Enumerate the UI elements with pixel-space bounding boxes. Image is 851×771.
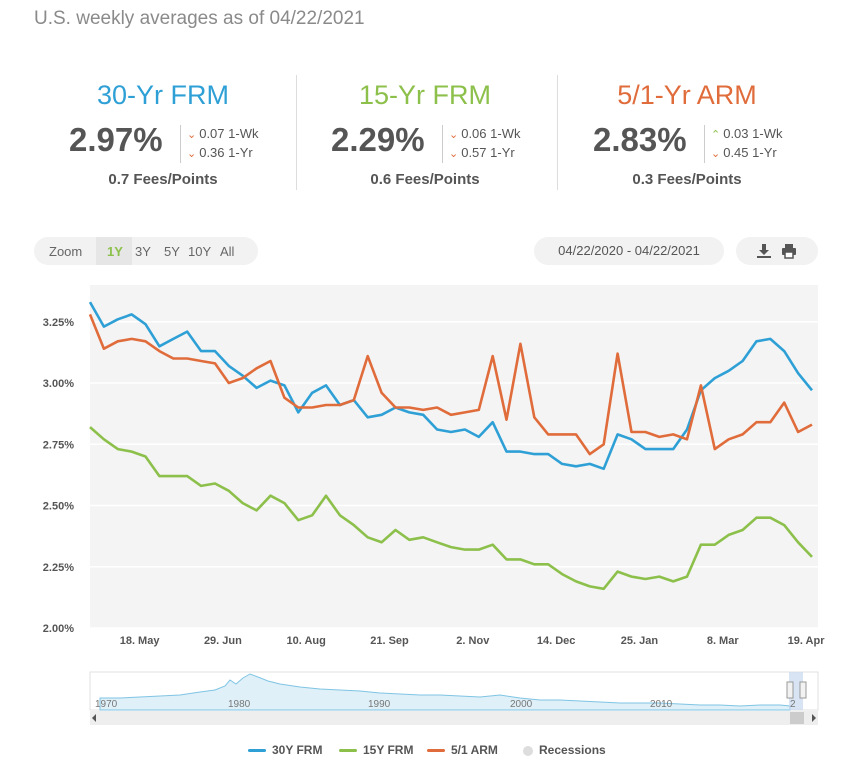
stat-changes: ⌃ 0.03 1-Wk ⌄ 0.45 1-Yr	[704, 125, 782, 163]
y-tick-label: 3.00%	[43, 378, 74, 390]
navigator-scrollbar[interactable]	[90, 711, 818, 725]
stat-week-change: 0.06 1-Wk	[461, 126, 521, 141]
navigator-year-label: 2010	[650, 699, 673, 710]
stat-arm: 5/1-Yr ARM 2.83% ⌃ 0.03 1-Wk ⌄ 0.45 1-Yr 0…	[557, 75, 817, 190]
download-icon[interactable]	[756, 243, 772, 259]
navigator-year-label: 2	[790, 699, 796, 710]
rates-line-chart: 2.00% 2.25% 2.50% 2.75% 3.00% 3.25% 18. May 29…	[43, 285, 825, 647]
y-tick-label: 2.00%	[43, 623, 74, 635]
stat-name: 15-Yr FRM	[358, 80, 491, 110]
zoom-1y-button[interactable]: 1Y	[107, 244, 123, 259]
legend-swatch	[523, 745, 533, 756]
stat-30yr: 30-Yr FRM 2.97% ⌄ 0.07 1-Wk ⌄ 0.36 1-Yr 0.…	[33, 75, 293, 190]
navigator-handle-left[interactable]	[786, 681, 794, 699]
y-axis: 2.00% 2.25% 2.50% 2.75% 3.00% 3.25%	[43, 317, 74, 635]
navigator-year-label: 2000	[510, 699, 533, 710]
x-tick-label: 14. Dec	[537, 635, 576, 647]
divider	[296, 75, 297, 190]
navigator-year-label: 1980	[228, 699, 251, 710]
up-arrow-icon: ⌃	[711, 129, 721, 141]
stat-rate: 2.83%	[593, 121, 687, 158]
legend-item-30y[interactable]: 30Y FRM	[248, 740, 322, 760]
x-tick-label: 29. Jun	[204, 635, 242, 647]
y-tick-label: 2.50%	[43, 501, 74, 513]
gridlines	[90, 321, 818, 629]
x-tick-label: 25. Jan	[621, 635, 659, 647]
down-arrow-icon: ⌄	[187, 129, 197, 141]
scrollbar-thumb[interactable]	[790, 712, 804, 724]
legend-label: 5/1 ARM	[451, 743, 498, 757]
date-range-picker[interactable]: 04/22/2020 - 04/22/2021	[534, 237, 724, 265]
zoom-selected-highlight	[96, 237, 132, 265]
stat-year-change: 0.45 1-Yr	[723, 145, 777, 160]
stat-name: 5/1-Yr ARM	[617, 80, 757, 110]
zoom-3y-button[interactable]: 3Y	[135, 244, 151, 259]
stat-year-change: 0.36 1-Yr	[199, 145, 253, 160]
legend-label: 15Y FRM	[363, 743, 414, 757]
legend-swatch	[427, 749, 445, 753]
zoom-5y-button[interactable]: 5Y	[164, 244, 180, 259]
legend-item-recessions[interactable]: Recessions	[523, 740, 606, 760]
plot-background	[90, 285, 818, 628]
legend-label: 30Y FRM	[272, 743, 323, 757]
legend-swatch	[248, 749, 266, 753]
series-line-15y-frm[interactable]	[89, 426, 813, 591]
x-tick-label: 8. Mar	[707, 635, 740, 647]
zoom-10y-button[interactable]: 10Y	[188, 244, 212, 259]
series-line-5-1-arm[interactable]	[88, 313, 813, 456]
stat-rate: 2.29%	[331, 121, 425, 158]
x-tick-label: 10. Aug	[287, 635, 326, 647]
print-icon[interactable]	[781, 243, 797, 259]
x-tick-label: 2. Nov	[456, 635, 490, 647]
stat-changes: ⌄ 0.07 1-Wk ⌄ 0.36 1-Yr	[180, 125, 258, 163]
x-axis: 18. May 29. Jun 10. Aug 21. Sep 2. Nov 14. De…	[120, 635, 825, 647]
rate-summary: 30-Yr FRM 2.97% ⌄ 0.07 1-Wk ⌄ 0.36 1-Yr 0.…	[30, 75, 820, 195]
y-tick-label: 2.25%	[43, 562, 74, 574]
zoom-selector: Zoom 1Y 3Y 5Y 10Y All	[34, 237, 258, 265]
stat-name: 30-Yr FRM	[96, 80, 229, 110]
x-tick-label: 19. Apr	[788, 635, 826, 647]
divider	[557, 75, 558, 190]
time-navigator[interactable]: 1970 1980 1990 2000 2010 2	[0, 668, 851, 730]
stat-changes: ⌄ 0.06 1-Wk ⌄ 0.57 1-Yr	[442, 125, 520, 163]
stat-15yr: 15-Yr FRM 2.29% ⌄ 0.06 1-Wk ⌄ 0.57 1-Yr 0.…	[295, 75, 555, 190]
legend-item-arm[interactable]: 5/1 ARM	[427, 740, 498, 760]
y-tick-label: 3.25%	[43, 317, 74, 329]
stat-rate: 2.97%	[69, 121, 163, 158]
navigator-labels: 1970 1980 1990 2000 2010 2	[95, 699, 796, 710]
chart-toolbar	[736, 237, 818, 265]
y-tick-label: 2.75%	[43, 439, 74, 451]
zoom-label: Zoom	[49, 244, 83, 259]
zoom-all-button[interactable]: All	[220, 244, 235, 259]
down-arrow-icon: ⌄	[711, 148, 721, 160]
legend-label: Recessions	[539, 743, 606, 757]
navigator-year-label: 1970	[95, 699, 118, 710]
down-arrow-icon: ⌄	[449, 148, 459, 160]
stat-week-change: 0.07 1-Wk	[199, 126, 259, 141]
navigator-year-label: 1990	[368, 699, 391, 710]
legend-item-15y[interactable]: 15Y FRM	[339, 740, 413, 760]
navigator-series	[99, 673, 791, 711]
page-subtitle: U.S. weekly averages as of 04/22/2021	[34, 8, 365, 29]
legend-swatch	[339, 749, 357, 753]
down-arrow-icon: ⌄	[449, 129, 459, 141]
navigator-handle-right[interactable]	[799, 681, 807, 699]
chart-legend: 30Y FRM 15Y FRM 5/1 ARM Recessions	[0, 740, 851, 760]
stat-week-change: 0.03 1-Wk	[723, 126, 783, 141]
stat-fees: 0.3 Fees/Points	[632, 171, 742, 188]
stat-year-change: 0.57 1-Yr	[461, 145, 515, 160]
series-lines	[88, 301, 814, 591]
stat-fees: 0.7 Fees/Points	[108, 171, 218, 188]
scroll-right-icon[interactable]	[812, 714, 816, 722]
x-tick-label: 18. May	[120, 635, 161, 647]
down-arrow-icon: ⌄	[187, 148, 197, 160]
stat-fees: 0.6 Fees/Points	[370, 171, 480, 188]
scroll-left-icon[interactable]	[92, 714, 96, 722]
x-tick-label: 21. Sep	[370, 635, 409, 647]
